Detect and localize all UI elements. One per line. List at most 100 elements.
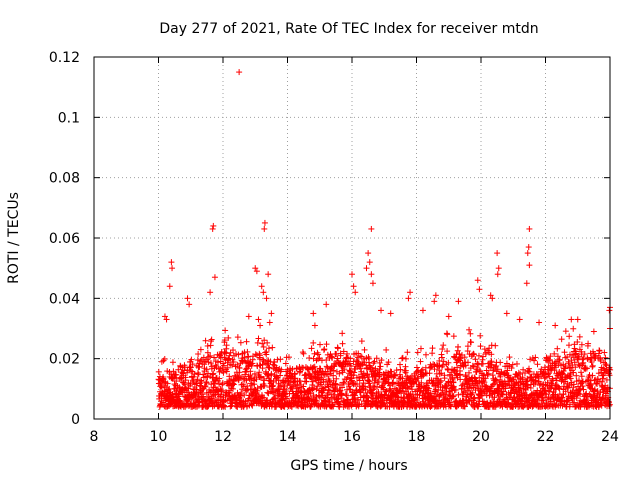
data-point <box>493 377 500 384</box>
data-point <box>195 351 202 358</box>
data-point <box>333 375 340 382</box>
data-point <box>409 386 416 393</box>
data-point <box>216 368 223 375</box>
data-point <box>323 341 330 348</box>
data-point <box>479 360 486 367</box>
data-point <box>330 403 337 410</box>
data-point <box>314 383 321 390</box>
data-point <box>441 375 448 382</box>
data-point <box>404 349 411 356</box>
data-point <box>224 364 231 371</box>
data-point <box>477 332 484 339</box>
data-point <box>278 366 285 373</box>
data-point <box>202 337 209 344</box>
data-point <box>366 355 373 362</box>
x-tick-label: 22 <box>537 429 555 445</box>
data-point <box>235 351 242 358</box>
data-point <box>340 348 347 355</box>
data-point <box>444 348 451 355</box>
data-point <box>480 353 487 360</box>
data-point <box>600 372 607 379</box>
data-point <box>311 322 318 329</box>
data-point <box>526 225 533 232</box>
data-point <box>589 372 596 379</box>
data-point <box>225 355 232 362</box>
data-point <box>452 354 459 361</box>
data-point <box>429 350 436 357</box>
data-point <box>361 346 368 353</box>
data-point <box>251 370 258 377</box>
data-point <box>589 362 596 369</box>
data-point <box>399 354 406 361</box>
data-point <box>525 244 532 251</box>
data-point <box>556 385 563 392</box>
y-tick-label: 0 <box>71 412 80 428</box>
data-point <box>194 376 201 383</box>
data-point <box>363 265 370 272</box>
data-point <box>566 401 573 408</box>
data-point <box>257 373 264 380</box>
data-point <box>251 381 258 388</box>
data-point <box>484 371 491 378</box>
data-point <box>265 271 272 278</box>
data-point <box>440 342 447 349</box>
data-point <box>205 353 212 360</box>
data-point <box>436 362 443 369</box>
data-point <box>570 325 577 332</box>
data-point <box>419 366 426 373</box>
data-point <box>209 393 216 400</box>
data-point <box>374 383 381 390</box>
data-point <box>546 388 553 395</box>
data-point <box>344 374 351 381</box>
data-point <box>221 349 228 356</box>
data-point <box>545 370 552 377</box>
data-point <box>339 340 346 347</box>
data-point <box>527 381 534 388</box>
data-point <box>469 389 476 396</box>
data-point <box>554 345 561 352</box>
data-point <box>230 381 237 388</box>
data-point <box>308 345 315 352</box>
data-point <box>568 316 575 323</box>
data-point <box>186 301 193 308</box>
data-point <box>429 345 436 352</box>
data-point <box>470 395 477 402</box>
data-point <box>558 336 565 343</box>
data-point <box>414 396 421 403</box>
data-point <box>570 381 577 388</box>
data-point <box>169 265 176 272</box>
data-point <box>303 378 310 385</box>
data-point <box>461 403 468 410</box>
data-point <box>222 327 229 334</box>
data-point <box>155 368 162 375</box>
data-point <box>204 374 211 381</box>
data-point <box>261 225 268 232</box>
data-point <box>371 379 378 386</box>
data-point <box>263 348 270 355</box>
data-point <box>425 385 432 392</box>
data-point <box>230 385 237 392</box>
data-point <box>283 388 290 395</box>
data-point <box>332 380 339 387</box>
data-point <box>532 379 539 386</box>
data-point <box>342 391 349 398</box>
x-tick-label: 10 <box>150 429 168 445</box>
data-point <box>260 289 267 296</box>
data-point <box>223 342 230 349</box>
data-point <box>561 349 568 356</box>
data-point <box>245 313 252 320</box>
data-point <box>222 403 229 410</box>
data-point <box>168 259 175 266</box>
data-point <box>220 362 227 369</box>
data-point <box>402 355 409 362</box>
data-point <box>450 333 457 340</box>
data-point <box>438 354 445 361</box>
data-point <box>450 392 457 399</box>
data-point <box>315 351 322 358</box>
data-point <box>340 379 347 386</box>
data-point <box>482 375 489 382</box>
x-tick-label: 8 <box>90 429 99 445</box>
data-point <box>534 361 541 368</box>
data-point <box>234 334 241 341</box>
data-point <box>344 350 351 357</box>
